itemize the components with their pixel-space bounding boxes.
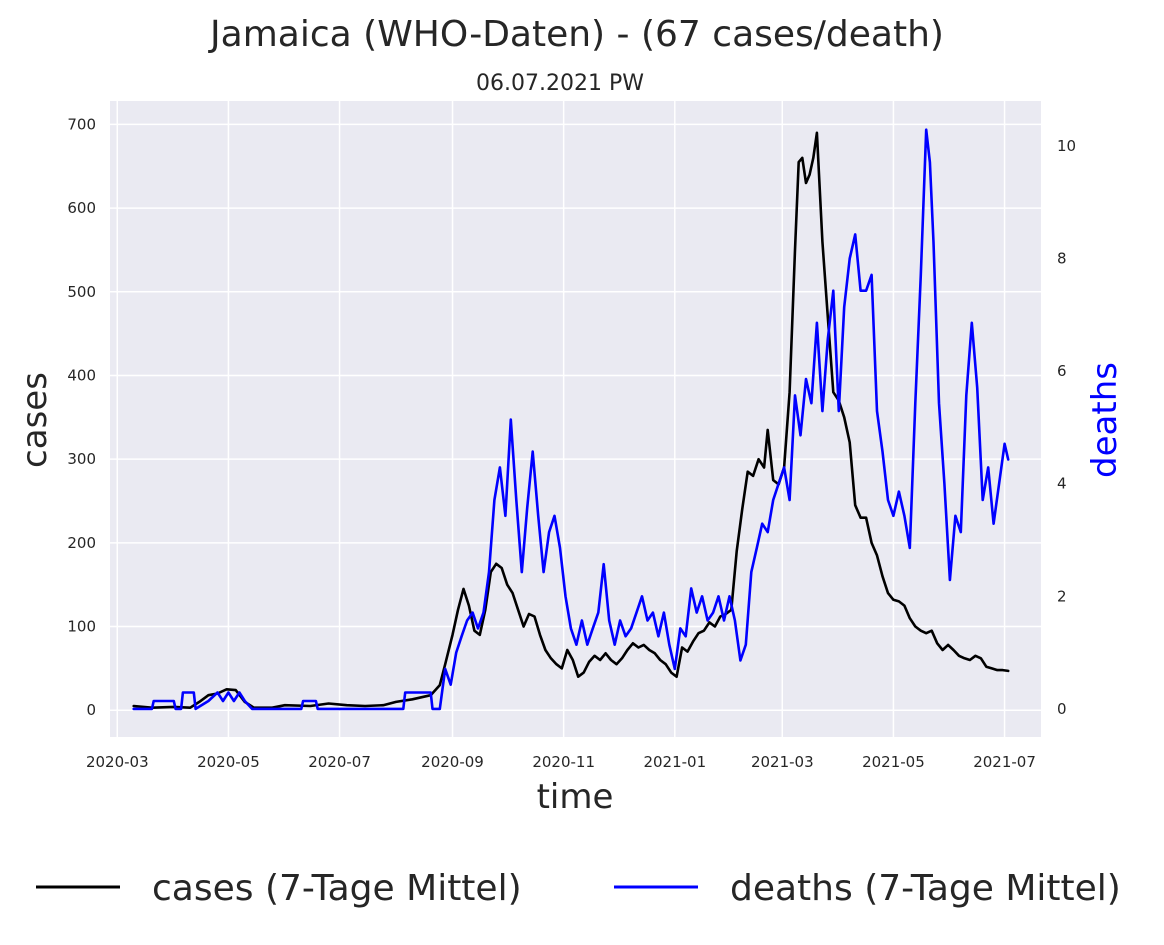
x-tick-label: 2021-07 [973, 753, 1036, 771]
y2-tick-label: 8 [1057, 250, 1067, 268]
x-tick-label: 2020-03 [86, 753, 149, 771]
y-tick-label: 0 [86, 701, 96, 719]
x-tick-label: 2020-07 [308, 753, 371, 771]
y-tick-label: 100 [67, 618, 96, 636]
x-tick-label: 2020-05 [197, 753, 260, 771]
chart-subtitle: 06.07.2021 PW [476, 71, 644, 96]
y-tick-label: 300 [67, 450, 96, 468]
y-tick-label: 400 [67, 366, 96, 384]
x-tick-label: 2021-05 [862, 753, 925, 771]
chart-title: Jamaica (WHO-Daten) - (67 cases/death) [208, 14, 944, 55]
x-tick-label: 2020-09 [421, 753, 484, 771]
x-tick-label: 2020-11 [532, 753, 595, 771]
legend-label-cases: cases (7-Tage Mittel) [152, 868, 522, 909]
deaths-line [132, 128, 1010, 711]
y-tick-label: 700 [67, 115, 96, 133]
cases-line [132, 131, 1010, 710]
y-tick-label: 600 [67, 199, 96, 217]
x-axis-label: time [537, 777, 614, 817]
legend: cases (7-Tage Mittel) deaths (7-Tage Mit… [36, 868, 1121, 909]
y2-tick-label: 4 [1057, 475, 1067, 493]
y2-tick-label: 0 [1057, 700, 1067, 718]
x-tick-label: 2021-01 [643, 753, 706, 771]
legend-label-deaths: deaths (7-Tage Mittel) [730, 868, 1121, 909]
y2-tick-label: 10 [1057, 137, 1076, 155]
y-tick-label: 500 [67, 283, 96, 301]
x-tick-label: 2021-03 [751, 753, 814, 771]
y-tick-label: 200 [67, 534, 96, 552]
plot-area [110, 101, 1041, 737]
grid [110, 101, 1041, 737]
y2-tick-label: 2 [1057, 587, 1067, 605]
y-axis-label: cases [15, 372, 55, 468]
y2-tick-label: 6 [1057, 362, 1067, 380]
series-lines [132, 128, 1010, 711]
y2-axis-label: deaths [1085, 362, 1125, 478]
